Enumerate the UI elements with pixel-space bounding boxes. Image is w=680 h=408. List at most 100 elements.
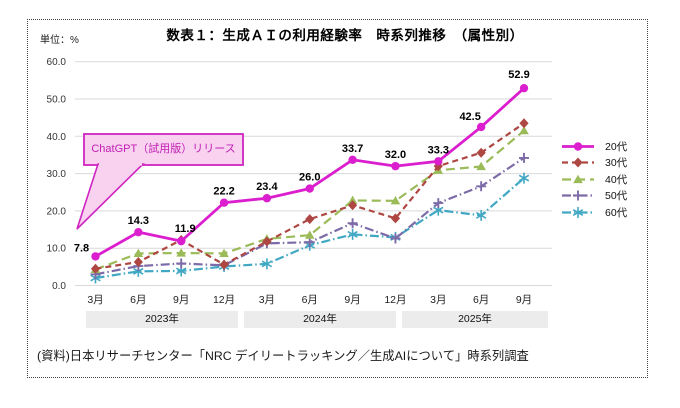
diamond-marker: [390, 213, 401, 224]
legend-item-30s: 30代: [561, 155, 645, 172]
circle-marker: [177, 236, 186, 246]
data-label: 26.0: [299, 172, 320, 184]
legend-label-40s: 40代: [605, 173, 628, 186]
triangle-marker: [390, 196, 401, 205]
circle-marker: [434, 157, 443, 166]
asterisk-marker: [572, 206, 584, 218]
circle-marker: [91, 252, 100, 261]
diamond-marker: [573, 157, 583, 168]
triangle-marker: [133, 248, 144, 258]
triangle-marker: [219, 248, 229, 258]
y-axis-tick: 50.0: [47, 95, 67, 106]
legend-sample-20s-icon: [562, 142, 594, 151]
plus-marker: [347, 218, 358, 229]
circle-marker: [262, 194, 272, 203]
data-label: 52.9: [508, 69, 529, 81]
y-axis-tick: 0.0: [52, 281, 66, 292]
diamond-marker: [348, 200, 358, 211]
plus-marker: [433, 198, 444, 209]
triangle-marker: [519, 125, 529, 135]
legend-label-30s: 30代: [605, 157, 628, 170]
year-band-2023: 2023年: [86, 311, 238, 328]
circle-marker: [519, 83, 529, 93]
asterisk-marker: [475, 209, 487, 221]
y-axis-tick: 10.0: [47, 244, 67, 255]
data-label: 23.4: [256, 181, 278, 193]
asterisk-marker: [261, 258, 273, 270]
plus-marker: [476, 181, 487, 192]
x-axis-tick: 3月: [430, 294, 446, 306]
diamond-marker: [519, 118, 529, 129]
triangle-marker: [573, 174, 583, 183]
unit-label: 単位：%: [40, 35, 79, 46]
legend-label-50s: 50代: [605, 190, 628, 203]
legend-item-20s: 20代: [561, 138, 645, 155]
y-axis-tick: 60.0: [47, 57, 67, 68]
diamond-marker: [133, 257, 143, 268]
series-20代: 7.8 14.3 11.9 22.2 23.4 26.0 33.7 32.0 33.3 42.5 5…: [74, 69, 530, 261]
circle-marker: [348, 155, 357, 164]
triangle-marker: [176, 248, 186, 257]
circle-marker: [476, 122, 486, 132]
x-axis-tick: 9月: [516, 294, 532, 306]
chart-title: 数表１：生成ＡＩの利用経験率 時系列推移 （属性別）: [166, 28, 524, 43]
asterisk-marker: [347, 228, 358, 240]
x-axis-tick: 12月: [213, 294, 235, 306]
circle-marker: [391, 161, 400, 171]
data-label: 14.3: [128, 215, 149, 227]
chatgpt-release-annotation: ChatGPT（試用版）リリース: [91, 143, 236, 155]
y-axis-tick: 40.0: [47, 132, 67, 143]
gridlines: 0.0 10.0 20.0 30.0 40.0 50.0 60.0: [47, 57, 552, 292]
chatgpt-release-callout: [76, 133, 244, 230]
diamond-marker: [433, 161, 443, 172]
legend-item-40s: 40代: [561, 171, 645, 188]
x-axis-tick: 9月: [344, 294, 360, 306]
source-note: (資料)日本リサーチセンター「NRC デイリートラッキング／生成AIについて」時…: [37, 349, 529, 363]
asterisk-marker: [518, 172, 530, 184]
triangle-marker: [347, 195, 358, 205]
plus-marker: [304, 237, 315, 248]
diamond-marker: [305, 214, 315, 225]
data-label: 32.0: [385, 149, 406, 161]
diamond-marker: [476, 147, 486, 158]
data-label: 42.5: [459, 111, 480, 123]
y-axis-tick: 20.0: [47, 206, 67, 217]
legend-item-60s: 60代: [561, 204, 645, 221]
diamond-marker: [262, 236, 272, 247]
data-label: 33.3: [428, 144, 449, 156]
plus-marker: [390, 233, 401, 244]
plus-marker: [573, 190, 583, 201]
circle-marker: [573, 142, 583, 151]
plus-marker: [176, 258, 187, 269]
legend-item-50s: 50代: [561, 188, 645, 205]
legend-sample-60s-icon: [562, 206, 594, 218]
circle-marker: [219, 198, 229, 207]
x-axis-tick: 6月: [302, 294, 318, 306]
x-axis-tick: 3月: [87, 294, 103, 306]
year-band-2024: 2024年: [244, 311, 396, 328]
legend-label-20s: 20代: [605, 140, 628, 153]
legend-sample-30s-icon: [562, 157, 594, 168]
legend-label-60s: 60代: [605, 206, 628, 219]
legend: 20代 30代 40代 50代 60代: [561, 138, 645, 221]
triangle-marker: [304, 230, 315, 239]
year-band-2025: 2025年: [402, 311, 548, 328]
data-label: 11.9: [175, 223, 196, 235]
triangle-marker: [476, 161, 486, 171]
circle-marker: [134, 227, 143, 237]
x-axis-tick: 3月: [259, 294, 275, 306]
x-axis-tick: 9月: [173, 294, 189, 306]
data-label: 7.8: [74, 242, 89, 254]
x-axis-tick: 6月: [473, 294, 489, 306]
diamond-marker: [219, 259, 229, 270]
legend-sample-50s-icon: [562, 190, 594, 201]
x-axis-tick: 6月: [130, 294, 146, 306]
plus-marker: [519, 152, 529, 163]
legend-sample-40s-icon: [562, 174, 594, 183]
data-label: 33.7: [342, 143, 363, 155]
y-axis-tick: 30.0: [47, 169, 67, 180]
x-axis-tick: 12月: [384, 294, 406, 306]
data-label: 22.2: [213, 186, 234, 198]
